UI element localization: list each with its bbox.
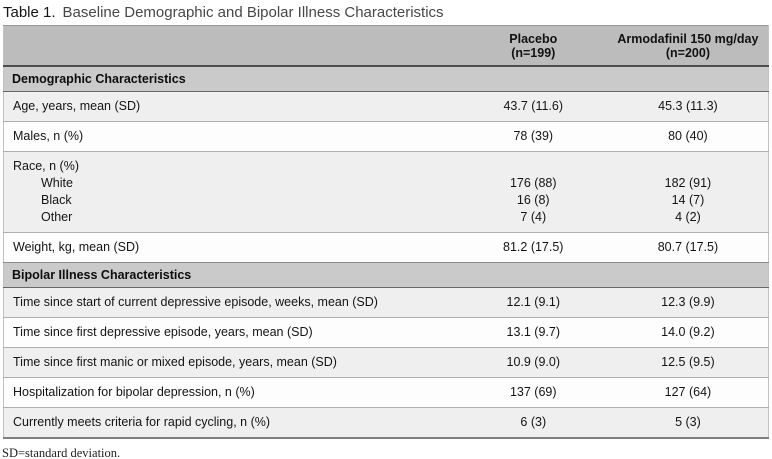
- row-sublabel: Other: [41, 210, 73, 224]
- row-label-cell: Males, n (%): [3, 121, 459, 152]
- table-row: Time since first depressive episode, yea…: [3, 317, 769, 348]
- table-row: Weight, kg, mean (SD) 81.2 (17.5) 80.7 (17…: [3, 232, 769, 263]
- placebo-value-cell: 137 (69): [458, 377, 608, 408]
- table-row: Hospitalization for bipolar depression, …: [3, 377, 769, 408]
- table-row: Time since start of current depressive e…: [3, 287, 769, 318]
- section-title: Demographic Characteristics: [3, 65, 769, 92]
- armodafinil-value-cell: 14.0 (9.2): [607, 317, 769, 348]
- table-footnote: SD=standard deviation.: [2, 446, 121, 459]
- row-label-cell: Time since first manic or mixed episode,…: [3, 347, 459, 378]
- placebo-value-cell: 10.9 (9.0): [458, 347, 608, 378]
- armodafinil-value-cell: 80.7 (17.5): [607, 232, 769, 263]
- header-armodafinil-cell: Armodafinil 150 mg/day (n=200): [607, 25, 769, 67]
- table-row: Age, years, mean (SD) 43.7 (11.6) 45.3 (11…: [3, 91, 769, 122]
- row-label-cell: Age, years, mean (SD): [3, 91, 459, 122]
- placebo-value: 176 (88): [509, 176, 557, 190]
- row-label-cell: Time since start of current depressive e…: [3, 287, 459, 318]
- row-label-cell: Weight, kg, mean (SD): [3, 232, 459, 263]
- placebo-value-cell: 6 (3): [458, 407, 608, 438]
- table-caption: Baseline Demographic and Bipolar Illness…: [62, 4, 444, 21]
- section-header-row: Demographic Characteristics: [3, 65, 769, 92]
- placebo-value-cell: 78 (39): [458, 121, 608, 152]
- table-row: Time since first manic or mixed episode,…: [3, 347, 769, 378]
- table-number: Table 1.: [3, 4, 56, 21]
- placebo-column-label: Placebo: [509, 32, 558, 46]
- armodafinil-value: 4 (2): [675, 210, 701, 224]
- armodafinil-value-cell: 127 (64): [607, 377, 769, 408]
- armodafinil-value: 182 (91): [664, 176, 712, 190]
- section-title: Bipolar Illness Characteristics: [3, 262, 769, 288]
- table-row: Race, n (%) White Black Other 176 (88) 16 (8)…: [3, 151, 769, 233]
- armodafinil-value-cell: 5 (3): [607, 407, 769, 438]
- placebo-value-cell: 81.2 (17.5): [458, 232, 608, 263]
- placebo-value: 16 (8): [516, 193, 550, 207]
- header-stub-cell: [3, 25, 459, 67]
- row-label: Race, n (%): [13, 159, 79, 173]
- table-title: Table 1. Baseline Demographic and Bipolar…: [0, 0, 772, 22]
- armodafinil-value-cell: 12.5 (9.5): [607, 347, 769, 378]
- row-label-cell: Time since first depressive episode, yea…: [3, 317, 459, 348]
- table-row: Males, n (%) 78 (39) 80 (40): [3, 121, 769, 152]
- table-row: Currently meets criteria for rapid cycli…: [3, 407, 769, 438]
- armodafinil-value-cell: 80 (40): [607, 121, 769, 152]
- row-label-cell: Currently meets criteria for rapid cycli…: [3, 407, 459, 438]
- armodafinil-value: 14 (7): [671, 193, 705, 207]
- placebo-column-n: (n=199): [511, 46, 556, 60]
- row-label-cell: Hospitalization for bipolar depression, …: [3, 377, 459, 408]
- table-header-row: Placebo (n=199) Armodafinil 150 mg/day (…: [3, 25, 769, 67]
- placebo-value-cell: 13.1 (9.7): [458, 317, 608, 348]
- armodafinil-column-n: (n=200): [665, 46, 710, 60]
- armodafinil-value-cell: 45.3 (11.3): [607, 91, 769, 122]
- value-spacer: [612, 158, 764, 175]
- row-label-cell: Race, n (%) White Black Other: [3, 151, 459, 233]
- baseline-characteristics-table: Placebo (n=199) Armodafinil 150 mg/day (…: [3, 25, 769, 439]
- placebo-value: 7 (4): [520, 210, 547, 224]
- placebo-value-cell: 43.7 (11.6): [458, 91, 608, 122]
- placebo-value-cell: 176 (88) 16 (8) 7 (4): [458, 151, 608, 233]
- row-sublabel: Black: [41, 193, 72, 207]
- row-sublabel: White: [41, 176, 73, 190]
- section-header-row: Bipolar Illness Characteristics: [3, 262, 769, 288]
- armodafinil-value-cell: 182 (91) 14 (7) 4 (2): [607, 151, 769, 233]
- armodafinil-value-cell: 12.3 (9.9): [607, 287, 769, 318]
- header-placebo-cell: Placebo (n=199): [458, 25, 608, 67]
- placebo-value-cell: 12.1 (9.1): [458, 287, 608, 318]
- armodafinil-column-label: Armodafinil 150 mg/day: [617, 32, 759, 46]
- value-spacer: [463, 158, 604, 175]
